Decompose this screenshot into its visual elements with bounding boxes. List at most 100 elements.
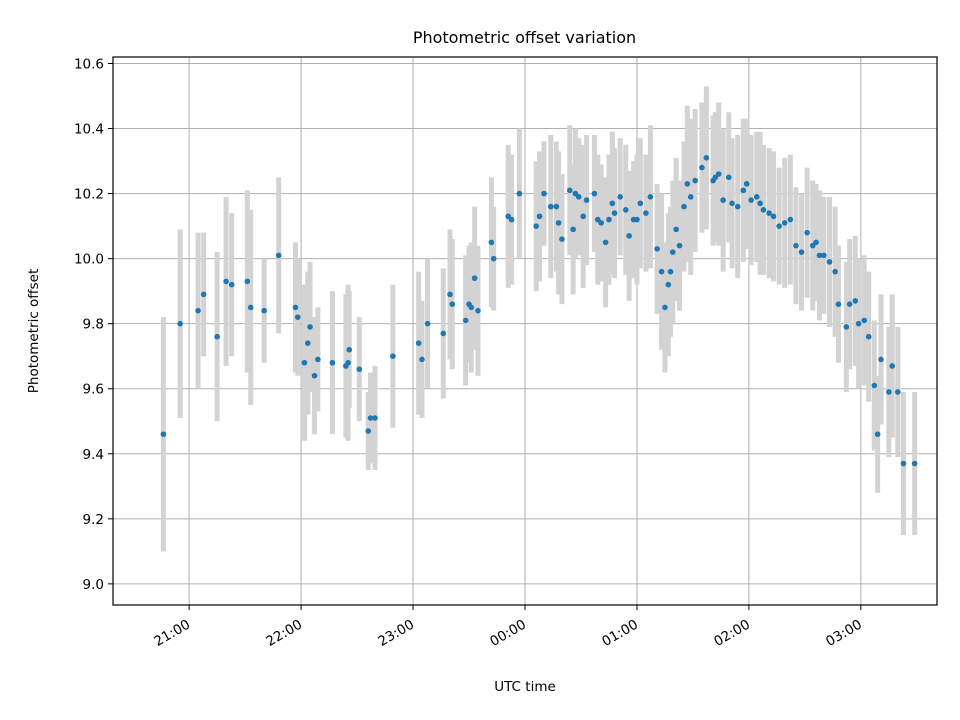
data-point <box>826 259 833 265</box>
data-point <box>160 431 167 438</box>
data-point <box>275 252 282 259</box>
data-point <box>570 226 576 233</box>
data-point <box>878 356 884 363</box>
data-points <box>160 155 918 467</box>
x-tick-label: 03:00 <box>823 617 865 650</box>
data-point <box>757 200 763 207</box>
data-point <box>715 171 722 177</box>
data-point <box>559 236 565 242</box>
data-point <box>667 268 674 275</box>
data-point <box>748 197 754 203</box>
data-point <box>223 278 229 285</box>
data-point <box>440 330 447 337</box>
data-point <box>753 194 760 200</box>
x-tick-label: 21:00 <box>151 617 193 650</box>
data-point <box>553 203 560 210</box>
y-tick-label: 10.2 <box>74 187 104 203</box>
y-tick-label: 10.6 <box>74 57 104 73</box>
data-point <box>462 317 469 324</box>
data-point <box>598 220 604 226</box>
data-point <box>292 304 299 311</box>
data-point <box>684 181 691 187</box>
data-point <box>307 324 313 330</box>
data-point <box>770 213 777 220</box>
y-tick-label: 9.0 <box>83 577 104 593</box>
data-point <box>541 190 547 197</box>
data-point <box>871 382 878 389</box>
data-point <box>606 216 612 223</box>
data-point <box>861 317 868 324</box>
data-point <box>835 301 842 307</box>
data-point <box>699 164 705 171</box>
data-point <box>676 242 683 249</box>
data-point <box>729 200 735 207</box>
x-tick-label: 00:00 <box>487 617 529 650</box>
data-point <box>447 291 453 298</box>
data-point <box>846 301 853 307</box>
data-point <box>490 255 497 262</box>
data-point <box>244 278 251 285</box>
data-point <box>832 268 838 275</box>
data-point <box>602 239 609 246</box>
data-point <box>566 187 573 194</box>
data-point <box>488 239 495 246</box>
data-point <box>647 194 654 200</box>
data-point <box>874 431 881 438</box>
data-point <box>516 190 523 197</box>
data-point <box>346 346 353 353</box>
data-point <box>634 216 640 223</box>
y-tick-label: 10.0 <box>74 252 104 268</box>
data-point <box>725 174 732 181</box>
data-point <box>776 223 782 229</box>
data-point <box>886 389 892 395</box>
data-point <box>740 187 747 194</box>
data-point <box>214 333 220 340</box>
data-point <box>475 307 481 314</box>
data-point <box>852 298 859 304</box>
data-point <box>580 213 587 220</box>
data-point <box>177 320 183 327</box>
data-point <box>583 197 590 203</box>
x-tick-label: 01:00 <box>599 617 641 650</box>
data-point <box>555 220 562 226</box>
data-point <box>720 197 726 203</box>
x-tick-label: 23:00 <box>375 617 417 650</box>
data-point <box>643 210 649 216</box>
data-point <box>294 314 301 320</box>
y-axis-label: Photometric offset <box>26 269 42 393</box>
data-point <box>855 320 862 327</box>
data-point <box>247 304 254 311</box>
data-point <box>900 460 907 467</box>
data-point <box>301 359 308 366</box>
data-point <box>662 304 668 311</box>
data-point <box>195 307 201 314</box>
x-axis-ticks: 21:00 22:00 23:00 00:00 01:00 02:00 03:00 <box>151 605 865 650</box>
data-point <box>766 210 772 216</box>
data-point <box>305 340 311 346</box>
data-point <box>781 220 788 226</box>
data-point <box>703 155 710 161</box>
y-tick-label: 9.8 <box>83 317 104 333</box>
y-tick-label: 9.2 <box>83 512 104 528</box>
y-tick-label: 9.6 <box>83 382 104 398</box>
data-point <box>911 460 918 467</box>
data-point <box>200 291 207 298</box>
data-point <box>654 246 660 252</box>
data-point <box>813 239 819 246</box>
data-point <box>889 363 896 369</box>
data-point <box>329 359 336 366</box>
data-point <box>261 307 267 314</box>
x-axis-label: UTC time <box>494 679 556 695</box>
error-bars <box>160 86 918 552</box>
data-point <box>865 333 872 340</box>
data-point <box>669 249 676 255</box>
data-point <box>365 428 372 434</box>
data-point <box>471 275 478 281</box>
data-point <box>617 194 623 200</box>
data-point <box>449 301 456 307</box>
data-point <box>821 252 827 259</box>
data-point <box>665 281 672 288</box>
data-point <box>424 320 431 327</box>
data-point <box>390 353 396 360</box>
